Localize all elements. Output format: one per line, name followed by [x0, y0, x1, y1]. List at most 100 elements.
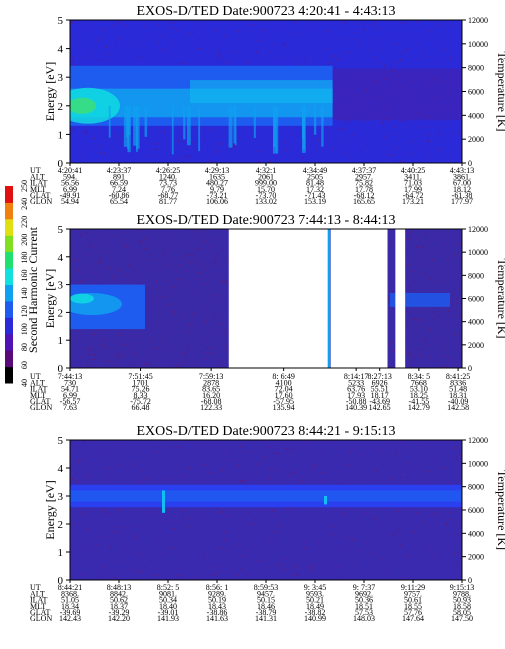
noise-speck	[146, 477, 148, 479]
noise-speck	[171, 286, 174, 289]
noise-speck	[398, 456, 401, 458]
noise-speck	[407, 265, 410, 267]
noise-speck	[113, 569, 115, 571]
noise-speck	[156, 451, 158, 454]
noise-speck	[148, 511, 150, 513]
noise-speck	[72, 128, 74, 131]
noise-speck	[351, 133, 353, 135]
noise-speck	[132, 279, 134, 281]
noise-speck	[443, 473, 445, 475]
noise-speck	[240, 445, 242, 447]
table-cell: 141.63	[206, 614, 228, 623]
y-tick-label: 5	[58, 224, 64, 236]
noise-speck	[421, 50, 424, 52]
noise-speck	[289, 447, 292, 449]
noise-speck	[437, 307, 440, 309]
noise-speck	[350, 450, 352, 452]
noise-speck	[451, 344, 453, 347]
noise-speck	[90, 511, 92, 513]
y2-tick-label: 0	[468, 364, 472, 373]
noise-speck	[145, 363, 148, 365]
noise-speck	[164, 477, 166, 479]
streak	[272, 105, 277, 154]
noise-speck	[182, 363, 184, 366]
noise-speck	[85, 474, 87, 477]
table-cell: 9692.	[355, 589, 373, 598]
noise-speck	[424, 235, 426, 237]
noise-speck	[422, 253, 425, 255]
noise-speck	[321, 451, 323, 453]
table-cell: 2957.	[355, 172, 373, 181]
table-cell: 4:37:37	[352, 166, 376, 175]
noise-speck	[328, 457, 330, 460]
noise-speck	[150, 526, 152, 528]
noise-speck	[93, 333, 96, 335]
noise-speck	[365, 511, 368, 514]
noise-speck	[92, 23, 94, 25]
noise-speck	[391, 61, 393, 63]
noise-speck	[169, 350, 171, 352]
table-cell: 5233	[348, 378, 364, 387]
noise-speck	[89, 347, 91, 349]
noise-speck	[393, 82, 395, 84]
noise-speck	[203, 282, 205, 284]
table-cell: 1635	[209, 172, 225, 181]
noise-speck	[157, 23, 159, 25]
noise-speck	[112, 341, 114, 343]
noise-speck	[233, 458, 235, 460]
noise-speck	[231, 461, 233, 463]
noise-speck	[149, 254, 151, 256]
noise-speck	[126, 526, 128, 529]
noise-speck	[251, 24, 254, 26]
colorbar-swatch	[5, 268, 13, 285]
noise-speck	[115, 152, 117, 154]
noise-speck	[74, 20, 76, 22]
noise-speck	[393, 350, 396, 352]
table-cell: -43.69	[369, 397, 390, 406]
noise-speck	[156, 326, 158, 328]
noise-speck	[348, 120, 350, 122]
data-gap	[395, 229, 406, 368]
noise-speck	[309, 566, 311, 568]
noise-speck	[170, 332, 172, 334]
noise-speck	[413, 338, 415, 341]
table-cell: 8:48:13	[107, 583, 131, 592]
noise-speck	[453, 302, 455, 304]
table-row-label: MLT	[30, 185, 46, 194]
streak	[275, 105, 279, 154]
noise-speck	[118, 530, 120, 532]
noise-speck	[451, 86, 453, 89]
noise-speck	[156, 287, 158, 290]
noise-speck	[213, 330, 215, 332]
noise-speck	[135, 526, 138, 528]
noise-speck	[201, 516, 203, 518]
noise-speck	[225, 450, 228, 452]
table-row-label: ILAT	[30, 385, 47, 394]
noise-speck	[321, 441, 323, 443]
noise-speck	[181, 360, 184, 363]
noise-speck	[146, 308, 148, 311]
table-cell: 135.94	[273, 403, 295, 412]
noise-speck	[104, 268, 106, 270]
noise-speck	[344, 512, 346, 514]
noise-speck	[198, 247, 200, 250]
noise-speck	[118, 342, 120, 344]
noise-speck	[394, 448, 397, 450]
noise-speck	[417, 126, 419, 128]
noise-speck	[109, 252, 111, 254]
noise-speck	[215, 334, 217, 336]
noise-speck	[390, 257, 392, 259]
noise-speck	[213, 335, 215, 337]
table-cell: 8: 6:49	[272, 372, 294, 381]
noise-speck	[201, 282, 203, 284]
noise-speck	[156, 280, 158, 283]
noise-speck	[330, 465, 333, 468]
noise-speck	[135, 335, 137, 337]
noise-speck	[135, 536, 137, 539]
noise-speck	[284, 564, 286, 566]
noise-speck	[409, 331, 411, 333]
noise-speck	[70, 509, 72, 511]
noise-speck	[172, 310, 174, 312]
noise-speck	[437, 135, 439, 137]
streak	[183, 105, 186, 140]
